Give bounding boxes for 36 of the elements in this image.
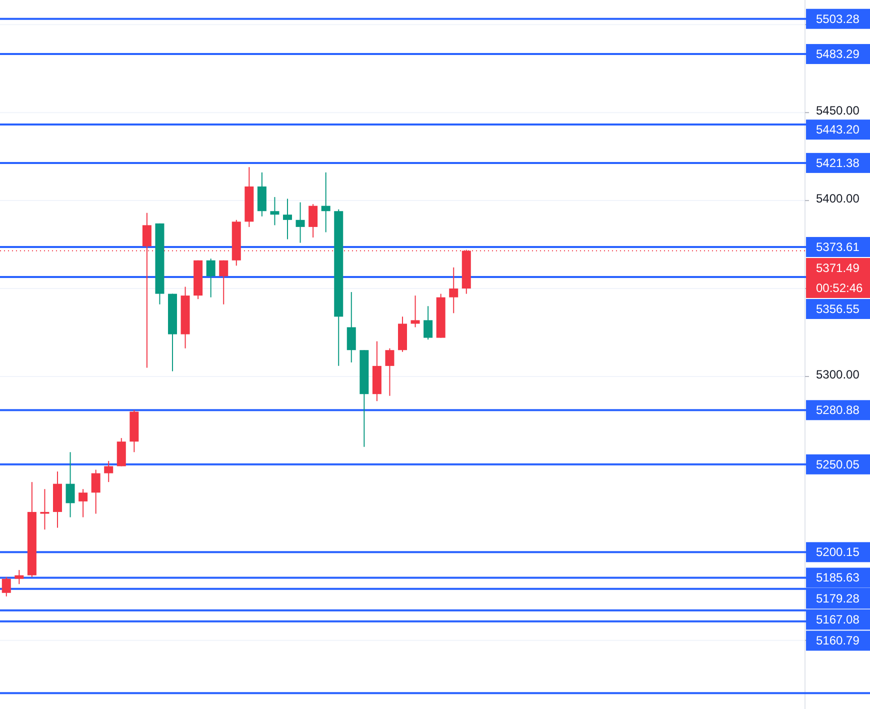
candlestick bbox=[2, 576, 11, 597]
y-tick-label: 5450.00 bbox=[816, 104, 860, 118]
ref-line-label: 5371.49 bbox=[816, 260, 860, 275]
candlestick bbox=[104, 460, 114, 483]
candlestick bbox=[449, 266, 458, 314]
candlestick bbox=[424, 306, 433, 340]
y-tick-label: 5300.00 bbox=[816, 367, 860, 382]
candlestick bbox=[14, 570, 24, 585]
ref-line-label: 5179.28 bbox=[816, 592, 860, 606]
ref-line-label: 5483.29 bbox=[816, 47, 860, 62]
ref-line-label: 5160.79 bbox=[816, 634, 860, 648]
ref-line-label: 5250.05 bbox=[816, 457, 860, 472]
ref-line-label: 5356.55 bbox=[816, 302, 860, 316]
ref-line-label: 5200.15 bbox=[816, 545, 860, 560]
candlestick bbox=[283, 198, 292, 240]
candlestick bbox=[296, 202, 305, 244]
candlestick bbox=[410, 295, 420, 328]
candlestick bbox=[66, 452, 75, 518]
ref-line-label: 5167.08 bbox=[816, 612, 860, 627]
candlestick bbox=[91, 469, 100, 514]
candlestick bbox=[78, 488, 88, 518]
candlestick bbox=[308, 204, 318, 238]
ref-line-label: 5280.88 bbox=[816, 403, 860, 418]
candlestick bbox=[206, 258, 216, 298]
candlestick bbox=[346, 292, 356, 363]
candlestick bbox=[219, 260, 228, 305]
ref-line-label: 5373.61 bbox=[816, 240, 860, 254]
y-tick-label: 5400.00 bbox=[816, 192, 860, 206]
ref-line-label: 5185.63 bbox=[816, 570, 860, 585]
candlestick bbox=[270, 196, 280, 226]
ref-line-label: 5421.38 bbox=[816, 156, 860, 170]
ref-line-label: 5443.20 bbox=[816, 122, 860, 137]
candlestick bbox=[385, 348, 394, 396]
annotation: 00:52:46 bbox=[816, 280, 864, 295]
candlestick bbox=[321, 172, 330, 233]
ref-line-label: 5503.28 bbox=[816, 12, 860, 26]
